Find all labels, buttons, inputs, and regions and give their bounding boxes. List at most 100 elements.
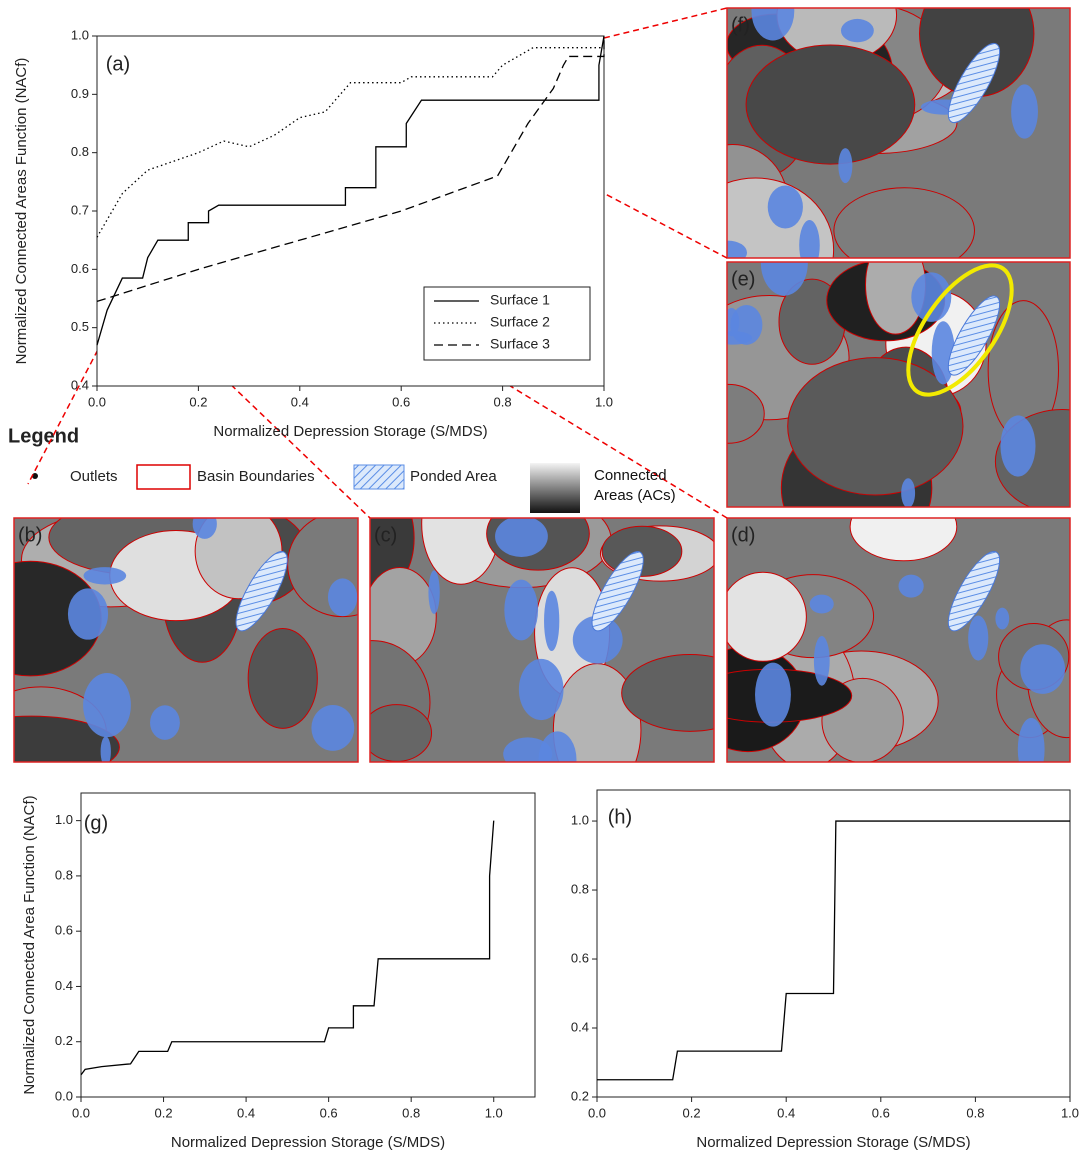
map-pond xyxy=(1020,644,1065,694)
panel-label: (d) xyxy=(731,524,755,546)
x-tick-label: 0.8 xyxy=(402,1105,420,1120)
map-pond xyxy=(841,19,874,42)
map-pond xyxy=(901,478,915,508)
x-tick-label: 0.8 xyxy=(494,394,512,409)
y-tick-label: 0.8 xyxy=(71,144,89,159)
y-tick-label: 0.2 xyxy=(55,1033,73,1048)
map-pond xyxy=(519,659,564,720)
legend-boundary-symbol xyxy=(137,465,190,489)
map-pond xyxy=(899,575,924,598)
y-axis-label: Normalized Connected Area Function (NACf… xyxy=(21,795,38,1094)
map-panel: (c) xyxy=(316,464,759,797)
x-axis-label: Normalized Depression Storage (S/MDS) xyxy=(696,1134,970,1151)
chart: 0.0 0.2 0.4 0.6 0.8 1.0 0.2 0.4 0.6 0.8 1.0 Normali… xyxy=(571,790,1079,1151)
legend-label: Ponded Area xyxy=(410,468,497,485)
map-pond xyxy=(68,588,108,639)
legend-label: Surface 2 xyxy=(490,314,550,330)
map-pond xyxy=(150,705,180,740)
y-tick-label: 1.0 xyxy=(571,812,589,827)
figure-canvas: (b)(c)(d)(e)(f) Legend Outlets Basin Bou… xyxy=(0,0,1085,1165)
y-tick-label: 0.6 xyxy=(571,950,589,965)
y-tick-label: 0.8 xyxy=(571,881,589,896)
panel-label: (b) xyxy=(18,524,42,546)
y-tick-label: 1.0 xyxy=(55,812,73,827)
x-tick-label: 1.0 xyxy=(595,394,613,409)
x-tick-label: 0.6 xyxy=(320,1105,338,1120)
panel-label: (f) xyxy=(731,14,750,36)
map-pond xyxy=(83,673,131,737)
x-tick-label: 0.2 xyxy=(189,394,207,409)
legend-title: Legend xyxy=(8,425,79,447)
map-basin xyxy=(248,628,317,728)
plot-frame xyxy=(597,790,1070,1097)
y-tick-label: 0.6 xyxy=(71,261,89,276)
x-axis-label: Normalized Depression Storage (S/MDS) xyxy=(213,423,487,440)
legend-label: Surface 1 xyxy=(490,292,550,308)
legend-ponded-symbol xyxy=(354,465,404,489)
y-tick-label: 0.4 xyxy=(71,377,89,392)
legend-label: Connected Areas (ACs) xyxy=(594,466,704,506)
map-pond xyxy=(539,731,577,787)
x-tick-label: 0.8 xyxy=(966,1105,984,1120)
x-tick-label: 0.6 xyxy=(872,1105,890,1120)
panel-label: (h) xyxy=(608,806,632,828)
panel-label: (c) xyxy=(374,524,397,546)
x-tick-label: 0.4 xyxy=(777,1105,795,1120)
y-tick-label: 0.4 xyxy=(571,1019,589,1034)
x-tick-label: 0.2 xyxy=(683,1105,701,1120)
map-pond xyxy=(810,595,834,614)
x-tick-label: 0.4 xyxy=(237,1105,255,1120)
map-pond xyxy=(911,272,951,322)
y-tick-label: 0.6 xyxy=(55,923,73,938)
map-pond xyxy=(311,705,354,751)
chart: 0.0 0.2 0.4 0.6 0.8 1.0 0.4 0.5 0.6 0.7 0.8 0.9 1.0 N… xyxy=(13,27,613,440)
map-basin xyxy=(834,188,975,274)
y-tick-label: 0.2 xyxy=(571,1088,589,1103)
map-basin xyxy=(746,45,915,164)
map-pond xyxy=(1000,415,1035,476)
y-tick-label: 0.8 xyxy=(55,867,73,882)
map-pond xyxy=(544,591,559,651)
map-pond xyxy=(731,305,763,345)
map-body xyxy=(0,499,398,778)
x-tick-label: 0.0 xyxy=(588,1105,606,1120)
map-pond xyxy=(495,516,548,557)
x-tick-label: 1.0 xyxy=(1061,1105,1079,1120)
map-pond xyxy=(768,185,803,228)
map-pond xyxy=(328,578,357,616)
y-tick-label: 1.0 xyxy=(71,27,89,42)
map-pond xyxy=(755,663,791,727)
y-tick-label: 0.7 xyxy=(71,202,89,217)
x-tick-label: 0.0 xyxy=(88,394,106,409)
map-pond xyxy=(428,570,439,614)
y-tick-label: 0.5 xyxy=(71,319,89,334)
map-panel: (b) xyxy=(0,499,398,778)
y-tick-label: 0.0 xyxy=(55,1088,73,1103)
legend-ac-symbol xyxy=(530,463,580,513)
map-panel: (d) xyxy=(690,492,1085,780)
map-basin xyxy=(362,705,432,762)
map-panel: (e) xyxy=(690,230,1085,559)
y-tick-label: 0.4 xyxy=(55,978,73,993)
panel-label: (a) xyxy=(106,53,130,75)
x-tick-label: 0.4 xyxy=(291,394,309,409)
map-pond xyxy=(968,615,988,660)
panel-label: (e) xyxy=(731,268,755,290)
y-tick-label: 0.9 xyxy=(71,86,89,101)
y-axis-label: Normalized Connected Areas Function (NAC… xyxy=(13,58,30,365)
x-tick-label: 0.2 xyxy=(155,1105,173,1120)
map-basin xyxy=(692,384,764,443)
map-body xyxy=(316,464,759,797)
x-tick-label: 0.0 xyxy=(72,1105,90,1120)
map-pond xyxy=(504,580,538,641)
map-basin xyxy=(720,572,807,661)
map-pond xyxy=(1018,718,1045,781)
x-tick-label: 0.6 xyxy=(392,394,410,409)
x-axis-label: Normalized Depression Storage (S/MDS) xyxy=(171,1134,445,1151)
map-pond xyxy=(995,608,1009,630)
figure: (b)(c)(d)(e)(f) Legend Outlets Basin Bou… xyxy=(0,0,1085,1165)
map-pond xyxy=(193,509,217,539)
panel-label: (g) xyxy=(84,812,108,834)
map-pond xyxy=(838,148,852,183)
